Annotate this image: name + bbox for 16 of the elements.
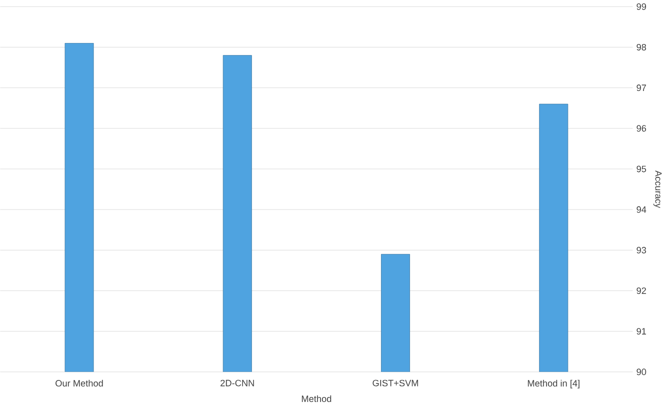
x-tick-label: Method in [4] <box>528 380 580 388</box>
x-tick-label: Our Method <box>56 380 103 386</box>
x-tick-label: GIST+SVM <box>372 380 418 386</box>
y-tick-label: 97 <box>636 84 646 91</box>
y-tick-label: 91 <box>636 328 646 334</box>
y-tick-label: 93 <box>636 246 646 254</box>
y-tick-label: 98 <box>636 44 646 50</box>
y-tick-label: 90 <box>636 368 646 375</box>
x-axis-title: Method <box>302 395 332 402</box>
y-tick-label: 92 <box>636 287 646 294</box>
y-axis-title: Accuracy <box>653 170 662 208</box>
y-tick-label: 99 <box>636 3 646 10</box>
x-tick-label: 2D-CNN <box>220 380 254 386</box>
y-tick-label: 94 <box>636 206 646 213</box>
y-tick-label: 96 <box>636 124 646 132</box>
y-tick-label: 95 <box>636 166 646 172</box>
